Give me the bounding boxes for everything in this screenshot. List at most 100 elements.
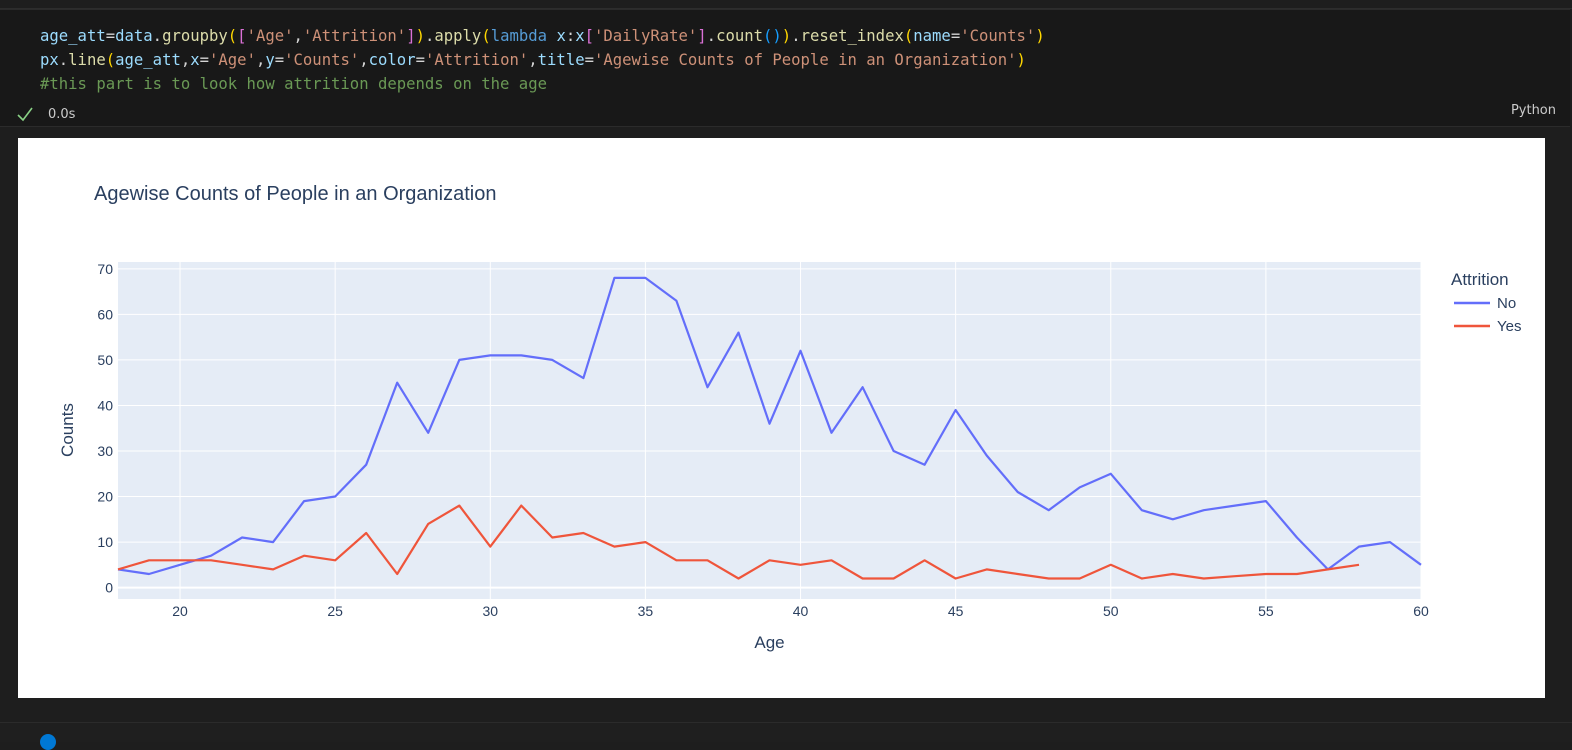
code-token: y [265,51,275,69]
series-lines [117,276,1422,580]
code-token: groupby [162,27,228,45]
code-token: color [368,51,416,69]
y-tick-label: 20 [97,489,113,505]
y-tick-label: 0 [105,580,113,596]
code-token: = [199,51,210,69]
code-token: age_att [115,51,181,69]
code-token: ) [415,27,425,45]
legend-label-yes: Yes [1497,318,1521,335]
execution-status: 0.0s [16,104,75,124]
code-token: : [565,27,576,45]
code-editor[interactable]: age_att=data.groupby(['Age','Attrition']… [40,24,1045,96]
code-token: reset_index [800,27,904,45]
code-token: 'Counts' [960,27,1036,45]
code-token: , [293,27,303,45]
code-token: ( [481,27,491,45]
status-dot-icon [40,734,56,750]
code-token: = [584,51,594,69]
code-token: = [105,27,116,45]
y-tick-label: 10 [97,534,113,550]
code-token: [ [584,27,594,45]
legend-label-no: No [1497,295,1516,312]
code-token: = [274,51,285,69]
code-token: , [359,51,369,69]
code-token: . [152,27,163,45]
y-axis-label: Counts [58,403,77,457]
check-icon [17,107,33,122]
legend-item-no[interactable]: No [1454,295,1516,312]
code-token: ( [105,51,116,69]
x-tick-label: 50 [1103,603,1119,619]
code-token: 'Age' [246,27,294,45]
y-tick-label: 60 [97,306,113,322]
code-token: age_att [40,27,106,45]
code-token: x [556,27,566,45]
code-token: 'DailyRate' [594,27,698,45]
x-tick-label: 35 [638,603,654,619]
code-token: 'Age' [209,51,256,69]
code-token: ) [772,27,782,45]
x-tick-label: 40 [793,603,809,619]
x-axis-ticks: 20 25 30 35 40 45 50 55 60 [172,603,1429,619]
legend-item-yes[interactable]: Yes [1454,318,1521,335]
code-token: 'Attrition' [424,51,529,69]
code-token: . [791,27,801,45]
x-tick-label: 25 [327,603,343,619]
code-token: ( [903,27,914,45]
code-token: 'Counts' [284,51,360,69]
code-token: . [706,27,717,45]
y-tick-label: 70 [97,261,113,277]
code-token: px [40,51,59,69]
line-chart: Agewise Counts of People in an Organizat… [58,183,1521,652]
code-token: = [415,51,425,69]
code-token: ] [406,27,416,45]
cell-output: Agewise Counts of People in an Organizat… [18,138,1545,698]
code-token: ( [227,27,238,45]
code-token: apply [434,27,482,45]
code-token: [ [237,27,247,45]
y-tick-label: 50 [97,352,113,368]
code-token: . [424,27,435,45]
y-axis-ticks: 0 10 20 30 40 50 60 70 [97,261,113,596]
series-line-no[interactable] [117,276,1422,576]
code-token: , [528,51,538,69]
x-tick-label: 30 [482,603,498,619]
x-tick-label: 45 [948,603,964,619]
code-token: 'Attrition' [302,27,407,45]
code-token: name [913,27,951,45]
legend: Attrition No Yes [1451,270,1521,335]
code-line[interactable]: age_att=data.groupby(['Age','Attrition']… [40,24,1045,48]
code-token: #this part is to look how attrition depe… [40,75,547,93]
code-token: = [950,27,961,45]
code-line[interactable]: #this part is to look how attrition depe… [40,72,1045,96]
code-token: , [180,51,191,69]
y-tick-label: 30 [97,443,113,459]
code-token: title [537,51,585,69]
series-line-yes[interactable] [117,504,1360,580]
x-tick-label: 60 [1413,603,1429,619]
cell-language-label[interactable]: Python [1510,103,1556,118]
x-tick-label: 20 [172,603,188,619]
code-token: x [190,51,200,69]
code-token: ) [1035,27,1045,45]
legend-title: Attrition [1451,270,1509,289]
plot-area [118,262,1421,599]
editor-top-strip [0,0,1572,9]
code-token: ) [781,27,792,45]
code-token: data [115,27,153,45]
code-token: x [575,27,585,45]
notebook-code-cell[interactable]: age_att=data.groupby(['Age','Attrition']… [0,9,1570,127]
x-axis-label: Age [754,633,784,652]
code-token: , [255,51,266,69]
code-token: lambda [490,27,548,45]
code-token: ) [1016,51,1026,69]
code-token: ( [763,27,773,45]
code-token: 'Agewise Counts of People in an Organiza… [594,51,1017,69]
code-line[interactable]: px.line(age_att,x='Age',y='Counts',color… [40,48,1045,72]
code-token: . [58,51,69,69]
y-tick-label: 40 [97,397,113,413]
chart-title: Agewise Counts of People in an Organizat… [94,183,496,205]
code-token: line [68,51,106,69]
bottom-bar [0,722,1572,742]
execution-time: 0.0s [48,106,76,122]
